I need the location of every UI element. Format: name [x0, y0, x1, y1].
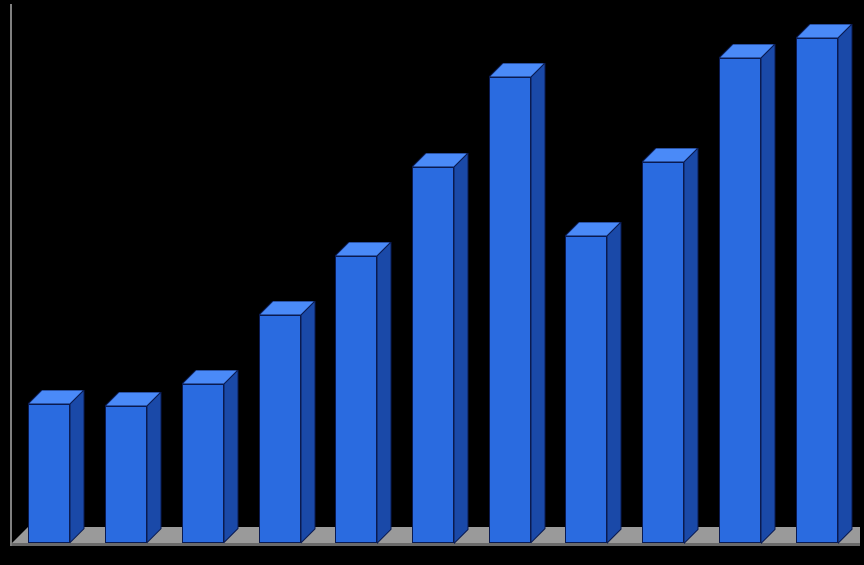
bar-side-face — [531, 63, 546, 544]
bar-side-face — [70, 390, 85, 544]
bar-side-face — [454, 153, 469, 544]
bar-front-face — [182, 384, 224, 543]
bar-side-face — [301, 301, 316, 544]
plot-area — [10, 4, 860, 546]
bar — [28, 390, 84, 543]
bar-side-face — [224, 370, 239, 544]
bar-side-face — [838, 24, 853, 544]
bar-front-face — [642, 162, 684, 543]
bar — [719, 44, 775, 543]
bar-front-face — [335, 256, 377, 543]
bar — [489, 63, 545, 543]
bar — [105, 392, 161, 543]
bar — [796, 24, 852, 543]
bar-front-face — [259, 315, 301, 543]
bar-chart-3d — [0, 0, 864, 565]
bar — [259, 301, 315, 543]
bar — [182, 370, 238, 543]
bar-front-face — [28, 404, 70, 543]
bar-front-face — [489, 77, 531, 543]
bar-side-face — [607, 222, 622, 544]
bars-container — [10, 4, 860, 546]
bar-side-face — [761, 44, 776, 544]
bar-front-face — [412, 167, 454, 543]
bar — [642, 148, 698, 543]
bar-side-face — [147, 392, 162, 544]
bar-front-face — [796, 38, 838, 543]
bar-side-face — [377, 242, 392, 544]
bar-front-face — [565, 236, 607, 543]
bar-front-face — [719, 58, 761, 543]
bar — [412, 153, 468, 543]
bar — [565, 222, 621, 543]
bar-front-face — [105, 406, 147, 543]
bar — [335, 242, 391, 543]
bar-side-face — [684, 148, 699, 544]
